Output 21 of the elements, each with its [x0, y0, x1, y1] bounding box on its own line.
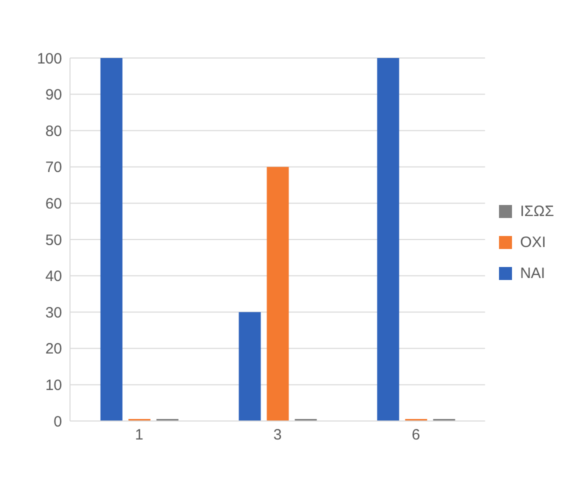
bar [266, 166, 289, 421]
bar [238, 312, 261, 421]
y-tick-label: 80 [45, 122, 62, 140]
bar [377, 58, 400, 421]
legend-label: ΙΣΩΣ [520, 203, 554, 220]
y-tick-label: 100 [36, 50, 62, 68]
y-tick-label: 60 [45, 196, 62, 213]
y-tick-label: 50 [45, 232, 62, 249]
legend-label: ΟΧΙ [520, 234, 546, 251]
y-tick-label: 0 [54, 413, 62, 430]
y-tick-label: 30 [45, 304, 62, 322]
bar [100, 58, 122, 421]
legend-label: ΝΑΙ [520, 265, 546, 282]
x-tick-label: 6 [412, 426, 420, 444]
x-tick-label: 3 [273, 426, 282, 444]
y-tick-label: 10 [45, 377, 62, 394]
y-tick-label: 40 [45, 268, 62, 286]
y-tick-label: 70 [45, 159, 62, 176]
x-tick-label: 1 [135, 426, 144, 444]
y-tick-label: 90 [45, 86, 62, 104]
y-tick-label: 20 [45, 340, 62, 358]
